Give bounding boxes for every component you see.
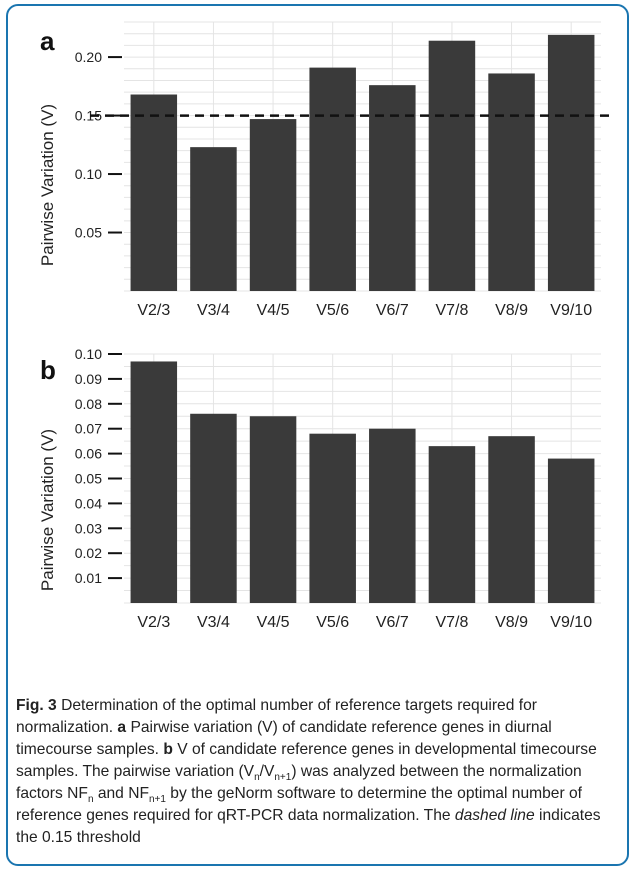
caption-mid2: by the geNorm software to determine the … — [16, 785, 582, 824]
x-tick-label: V5/6 — [316, 614, 349, 631]
bar-V8-9 — [488, 73, 535, 291]
y-tick-label: 0.09 — [75, 371, 102, 387]
bar-V5-6 — [309, 67, 356, 292]
x-tick-label: V7/8 — [435, 614, 468, 631]
x-tick-label: V9/10 — [550, 614, 592, 631]
y-tick-label: 0.08 — [75, 396, 102, 412]
x-tick-label: V6/7 — [376, 614, 409, 631]
caption-title: Determination of the optimal number of r… — [16, 697, 537, 736]
y-tick-label: 0.02 — [75, 545, 102, 561]
bars-a — [130, 34, 595, 292]
y-tick-label: 0.15 — [75, 108, 102, 124]
x-tick-label: V2/3 — [137, 614, 170, 631]
caption-sub-n1: n+1 — [274, 772, 292, 783]
bar-V3-4 — [190, 147, 237, 291]
caption-slash: / — [259, 763, 264, 780]
x-tick-label: V6/7 — [376, 302, 409, 319]
y-tick-label: 0.04 — [75, 495, 102, 511]
y-tick-label: 0.06 — [75, 446, 102, 462]
caption-dashed-line: dashed line — [454, 807, 535, 824]
x-tick-label: V3/4 — [197, 302, 230, 319]
caption-sub-nfn: n — [87, 794, 94, 805]
x-tick-label: V5/6 — [316, 302, 349, 319]
x-tick-label: V3/4 — [197, 614, 230, 631]
y-tick-label: 0.03 — [75, 520, 102, 536]
y-ticks-b: 0.01 0.02 0.03 0.04 0.05 0.06 0.07 0.08 0.09 0.10 — [75, 346, 122, 586]
bar-V7-8 — [428, 40, 476, 291]
bar-V9-10 — [547, 34, 595, 291]
y-tick-label: 0.05 — [75, 471, 102, 487]
caption-vn1: V — [263, 763, 275, 780]
figure-caption: Fig. 3 Determination of the optimal numb… — [16, 695, 624, 849]
bar-V3-4 — [190, 413, 237, 603]
x-ticks-a: V2/3 V3/4 V4/5 V5/6 V6/7 V7/8 V8/9 V9/10 — [137, 302, 592, 319]
caption-and: and — [93, 785, 129, 802]
x-tick-label: V4/5 — [257, 302, 290, 319]
caption-b-label: b — [163, 741, 173, 758]
y-axis-label-b: Pairwise Variation (V) — [38, 429, 57, 591]
caption-a-text: Pairwise variation (V) of candidate refe… — [16, 719, 552, 758]
bar-V4-5 — [249, 416, 297, 603]
bar-V2-3 — [130, 94, 178, 291]
figure-frame — [6, 4, 629, 866]
bar-V7-8 — [428, 446, 476, 603]
bar-V6-7 — [369, 428, 416, 603]
y-tick-label: 0.01 — [75, 570, 102, 586]
caption-nfn1: NF — [128, 785, 149, 802]
panel-label-b: b — [40, 355, 56, 385]
caption-a-label: a — [117, 719, 127, 736]
y-tick-label: 0.10 — [75, 166, 102, 182]
caption-nfn: NF — [67, 785, 88, 802]
y-ticks-a: 0.05 0.10 0.15 0.20 — [75, 49, 122, 241]
y-axis-label-a: Pairwise Variation (V) — [38, 104, 57, 266]
bars-b — [130, 361, 595, 603]
y-tick-label: 0.05 — [75, 225, 102, 241]
bar-V5-6 — [309, 433, 356, 603]
x-ticks-b: V2/3 V3/4 V4/5 V5/6 V6/7 V7/8 V8/9 V9/10 — [137, 614, 592, 631]
chart-b: b 0.010.020.030.040.050.060.070.080.090.… — [38, 346, 601, 631]
fig-label: Fig. 3 — [16, 697, 57, 714]
y-tick-label: 0.20 — [75, 49, 102, 65]
caption-sub-n: n — [254, 772, 260, 783]
x-tick-label: V7/8 — [435, 302, 468, 319]
bar-V9-10 — [547, 458, 595, 603]
chart-a: a 0.050.100.150.20 V2/3 V3/4 V4/5 V5/6 V6/7 V… — [38, 21, 615, 319]
x-tick-label: V8/9 — [495, 614, 528, 631]
x-tick-label: V2/3 — [137, 302, 170, 319]
bar-V6-7 — [369, 85, 416, 291]
panel-label-a: a — [40, 26, 55, 56]
y-tick-label: 0.10 — [75, 346, 102, 362]
y-tick-label: 0.07 — [75, 421, 102, 437]
caption-sub-nfn1: n+1 — [148, 794, 166, 805]
bar-V8-9 — [488, 436, 535, 603]
x-tick-label: V4/5 — [257, 614, 290, 631]
x-tick-label: V8/9 — [495, 302, 528, 319]
bar-V4-5 — [249, 119, 297, 291]
caption-mid1: ) was analyzed between the normalization… — [16, 763, 582, 802]
x-tick-label: V9/10 — [550, 302, 592, 319]
caption-end: indicates the 0.15 threshold — [16, 807, 601, 846]
caption-b-text: V of candidate reference genes in develo… — [16, 741, 597, 780]
bar-V2-3 — [130, 361, 178, 603]
caption-vn: V — [243, 763, 255, 780]
